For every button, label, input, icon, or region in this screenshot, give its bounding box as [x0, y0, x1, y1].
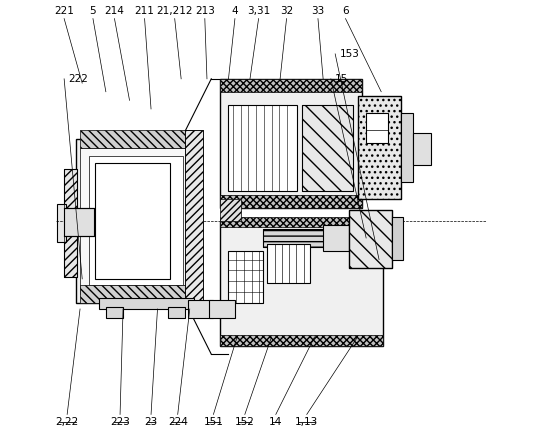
Bar — [99, 298, 194, 309]
Bar — [357, 96, 401, 199]
Bar — [366, 113, 388, 143]
Bar — [64, 169, 77, 277]
Text: 3,31: 3,31 — [247, 6, 270, 16]
Text: 32: 32 — [280, 6, 293, 16]
Bar — [301, 105, 353, 191]
Text: 23: 23 — [144, 417, 157, 427]
Text: 15: 15 — [335, 74, 349, 84]
Text: 6: 6 — [342, 6, 349, 16]
Bar — [229, 105, 298, 191]
Text: 213: 213 — [195, 6, 214, 16]
Bar — [64, 169, 77, 277]
Bar — [186, 130, 203, 303]
Bar — [220, 335, 383, 346]
Bar — [168, 307, 186, 317]
Text: 152: 152 — [235, 417, 255, 427]
Text: 211: 211 — [135, 6, 155, 16]
Bar — [95, 163, 171, 279]
Bar — [76, 139, 196, 303]
Bar — [220, 216, 383, 227]
Bar — [392, 216, 403, 259]
Text: 5: 5 — [90, 6, 96, 16]
Bar — [220, 199, 242, 221]
Text: 4: 4 — [232, 6, 238, 16]
Bar — [267, 245, 310, 283]
Bar — [413, 132, 431, 165]
Text: 1,13: 1,13 — [295, 417, 318, 427]
Bar — [220, 79, 362, 208]
Text: 223: 223 — [110, 417, 130, 427]
Bar — [209, 301, 235, 317]
Bar — [80, 148, 192, 294]
Text: 2,22: 2,22 — [55, 417, 79, 427]
Bar — [323, 225, 349, 251]
Bar — [263, 229, 340, 247]
Text: 153: 153 — [339, 49, 359, 59]
Bar — [220, 221, 383, 346]
Bar — [357, 96, 401, 199]
Bar — [220, 195, 362, 208]
Bar — [64, 208, 94, 236]
Bar — [229, 251, 263, 303]
Bar — [301, 105, 353, 191]
Bar — [349, 210, 392, 268]
Bar — [80, 285, 192, 303]
Bar — [188, 301, 213, 317]
Bar — [106, 307, 123, 317]
Bar — [220, 79, 362, 92]
Text: 221: 221 — [54, 6, 74, 16]
Text: 224: 224 — [168, 417, 188, 427]
Text: 151: 151 — [204, 417, 223, 427]
Bar — [349, 210, 392, 268]
Bar — [80, 130, 192, 148]
Bar — [401, 113, 413, 182]
Text: 214: 214 — [105, 6, 124, 16]
Bar — [263, 229, 340, 247]
Bar — [89, 156, 184, 285]
Text: 14: 14 — [269, 417, 282, 427]
Bar — [57, 204, 66, 242]
Text: 33: 33 — [311, 6, 325, 16]
Text: 21,212: 21,212 — [156, 6, 193, 16]
Bar — [186, 130, 203, 303]
Text: 222: 222 — [68, 74, 89, 84]
